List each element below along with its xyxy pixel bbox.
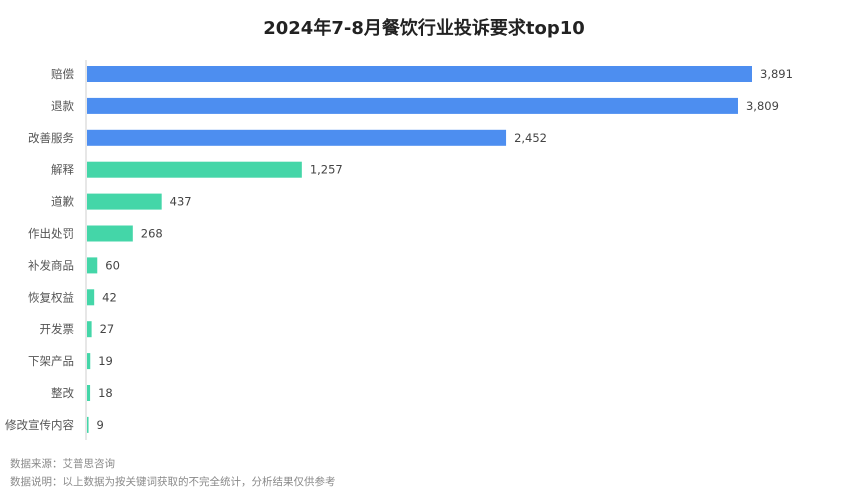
bar-2 [87, 97, 738, 114]
value-label: 19 [98, 354, 113, 368]
category-label: 恢复权益 [28, 290, 74, 304]
value-label: 60 [105, 258, 120, 272]
bar-8 [87, 289, 95, 306]
value-label: 2,452 [514, 131, 547, 145]
category-label: 补发商品 [28, 258, 74, 272]
value-label: 3,809 [746, 99, 779, 113]
bar-10 [87, 353, 91, 370]
value-label: 437 [170, 195, 192, 209]
bar-5 [87, 193, 162, 210]
category-label: 道歉 [51, 195, 74, 209]
category-label: 赔偿 [51, 67, 74, 81]
category-label: 下架产品 [28, 354, 74, 368]
category-label: 解释 [51, 163, 74, 177]
category-label: 整改 [51, 386, 74, 400]
bar-1 [87, 66, 752, 82]
value-label: 42 [102, 290, 117, 304]
chart-title: 2024年7-8月餐饮行业投诉要求top10 [263, 18, 585, 39]
bar-9 [87, 321, 92, 338]
value-label: 1,257 [310, 163, 343, 177]
value-label: 9 [97, 418, 104, 432]
bar-4 [87, 161, 302, 178]
category-label: 作出处罚 [28, 227, 74, 241]
bar-7 [87, 257, 98, 274]
bar-3 [87, 129, 507, 146]
category-label: 改善服务 [28, 131, 74, 145]
bar-11 [87, 385, 91, 401]
value-label: 268 [141, 227, 163, 241]
category-label: 修改宣传内容 [5, 418, 74, 432]
bar-6 [87, 225, 133, 242]
data-explanation-note: 数据说明：以上数据为按关键词获取的不完全统计，分析结果仅供参考 [10, 476, 336, 488]
value-label: 18 [98, 386, 113, 400]
bars-group: 赔偿 3,891 退款 3,809 改善服务 2,452 解释 1,257 道歉 437 作出处罚 2… [5, 66, 793, 433]
value-label: 27 [100, 322, 115, 336]
bar-12 [87, 416, 89, 433]
value-label: 3,891 [760, 67, 793, 81]
source-note: 数据来源：艾普思咨询 [10, 458, 115, 470]
category-label: 开发票 [40, 322, 75, 336]
category-label: 退款 [51, 99, 74, 113]
